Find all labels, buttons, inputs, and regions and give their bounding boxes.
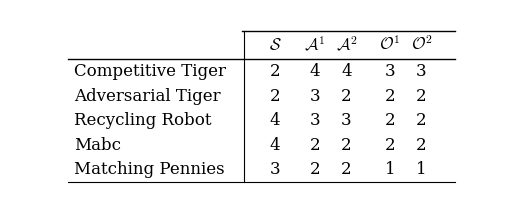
Text: $\mathcal{O}^1$: $\mathcal{O}^1$	[379, 36, 400, 54]
Text: Adversarial Tiger: Adversarial Tiger	[73, 88, 220, 105]
Text: Recycling Robot: Recycling Robot	[73, 112, 211, 129]
Text: 2: 2	[309, 137, 320, 154]
Text: $\mathcal{O}^2$: $\mathcal{O}^2$	[410, 36, 431, 54]
Text: 2: 2	[341, 137, 351, 154]
Text: 3: 3	[415, 63, 426, 80]
Text: 2: 2	[384, 137, 394, 154]
Text: 4: 4	[269, 137, 280, 154]
Text: 2: 2	[309, 161, 320, 178]
Text: Competitive Tiger: Competitive Tiger	[73, 63, 225, 80]
Text: 2: 2	[269, 88, 280, 105]
Text: 1: 1	[384, 161, 394, 178]
Text: 3: 3	[309, 112, 320, 129]
Text: 4: 4	[309, 63, 320, 80]
Text: $\mathcal{A}^2$: $\mathcal{A}^2$	[335, 36, 356, 54]
Text: 3: 3	[309, 88, 320, 105]
Text: 3: 3	[269, 161, 280, 178]
Text: 2: 2	[269, 63, 280, 80]
Text: Mabc: Mabc	[73, 137, 121, 154]
Text: 2: 2	[415, 88, 426, 105]
Text: 2: 2	[415, 112, 426, 129]
Text: $\mathcal{S}$: $\mathcal{S}$	[268, 37, 281, 54]
Text: 2: 2	[384, 112, 394, 129]
Text: 1: 1	[415, 161, 426, 178]
Text: 4: 4	[341, 63, 351, 80]
Text: 2: 2	[341, 88, 351, 105]
Text: 3: 3	[384, 63, 394, 80]
Text: 2: 2	[415, 137, 426, 154]
Text: 3: 3	[341, 112, 351, 129]
Text: Matching Pennies: Matching Pennies	[73, 161, 224, 178]
Text: $\mathcal{A}^1$: $\mathcal{A}^1$	[304, 36, 325, 54]
Text: 2: 2	[384, 88, 394, 105]
Text: 2: 2	[341, 161, 351, 178]
Text: 4: 4	[269, 112, 280, 129]
